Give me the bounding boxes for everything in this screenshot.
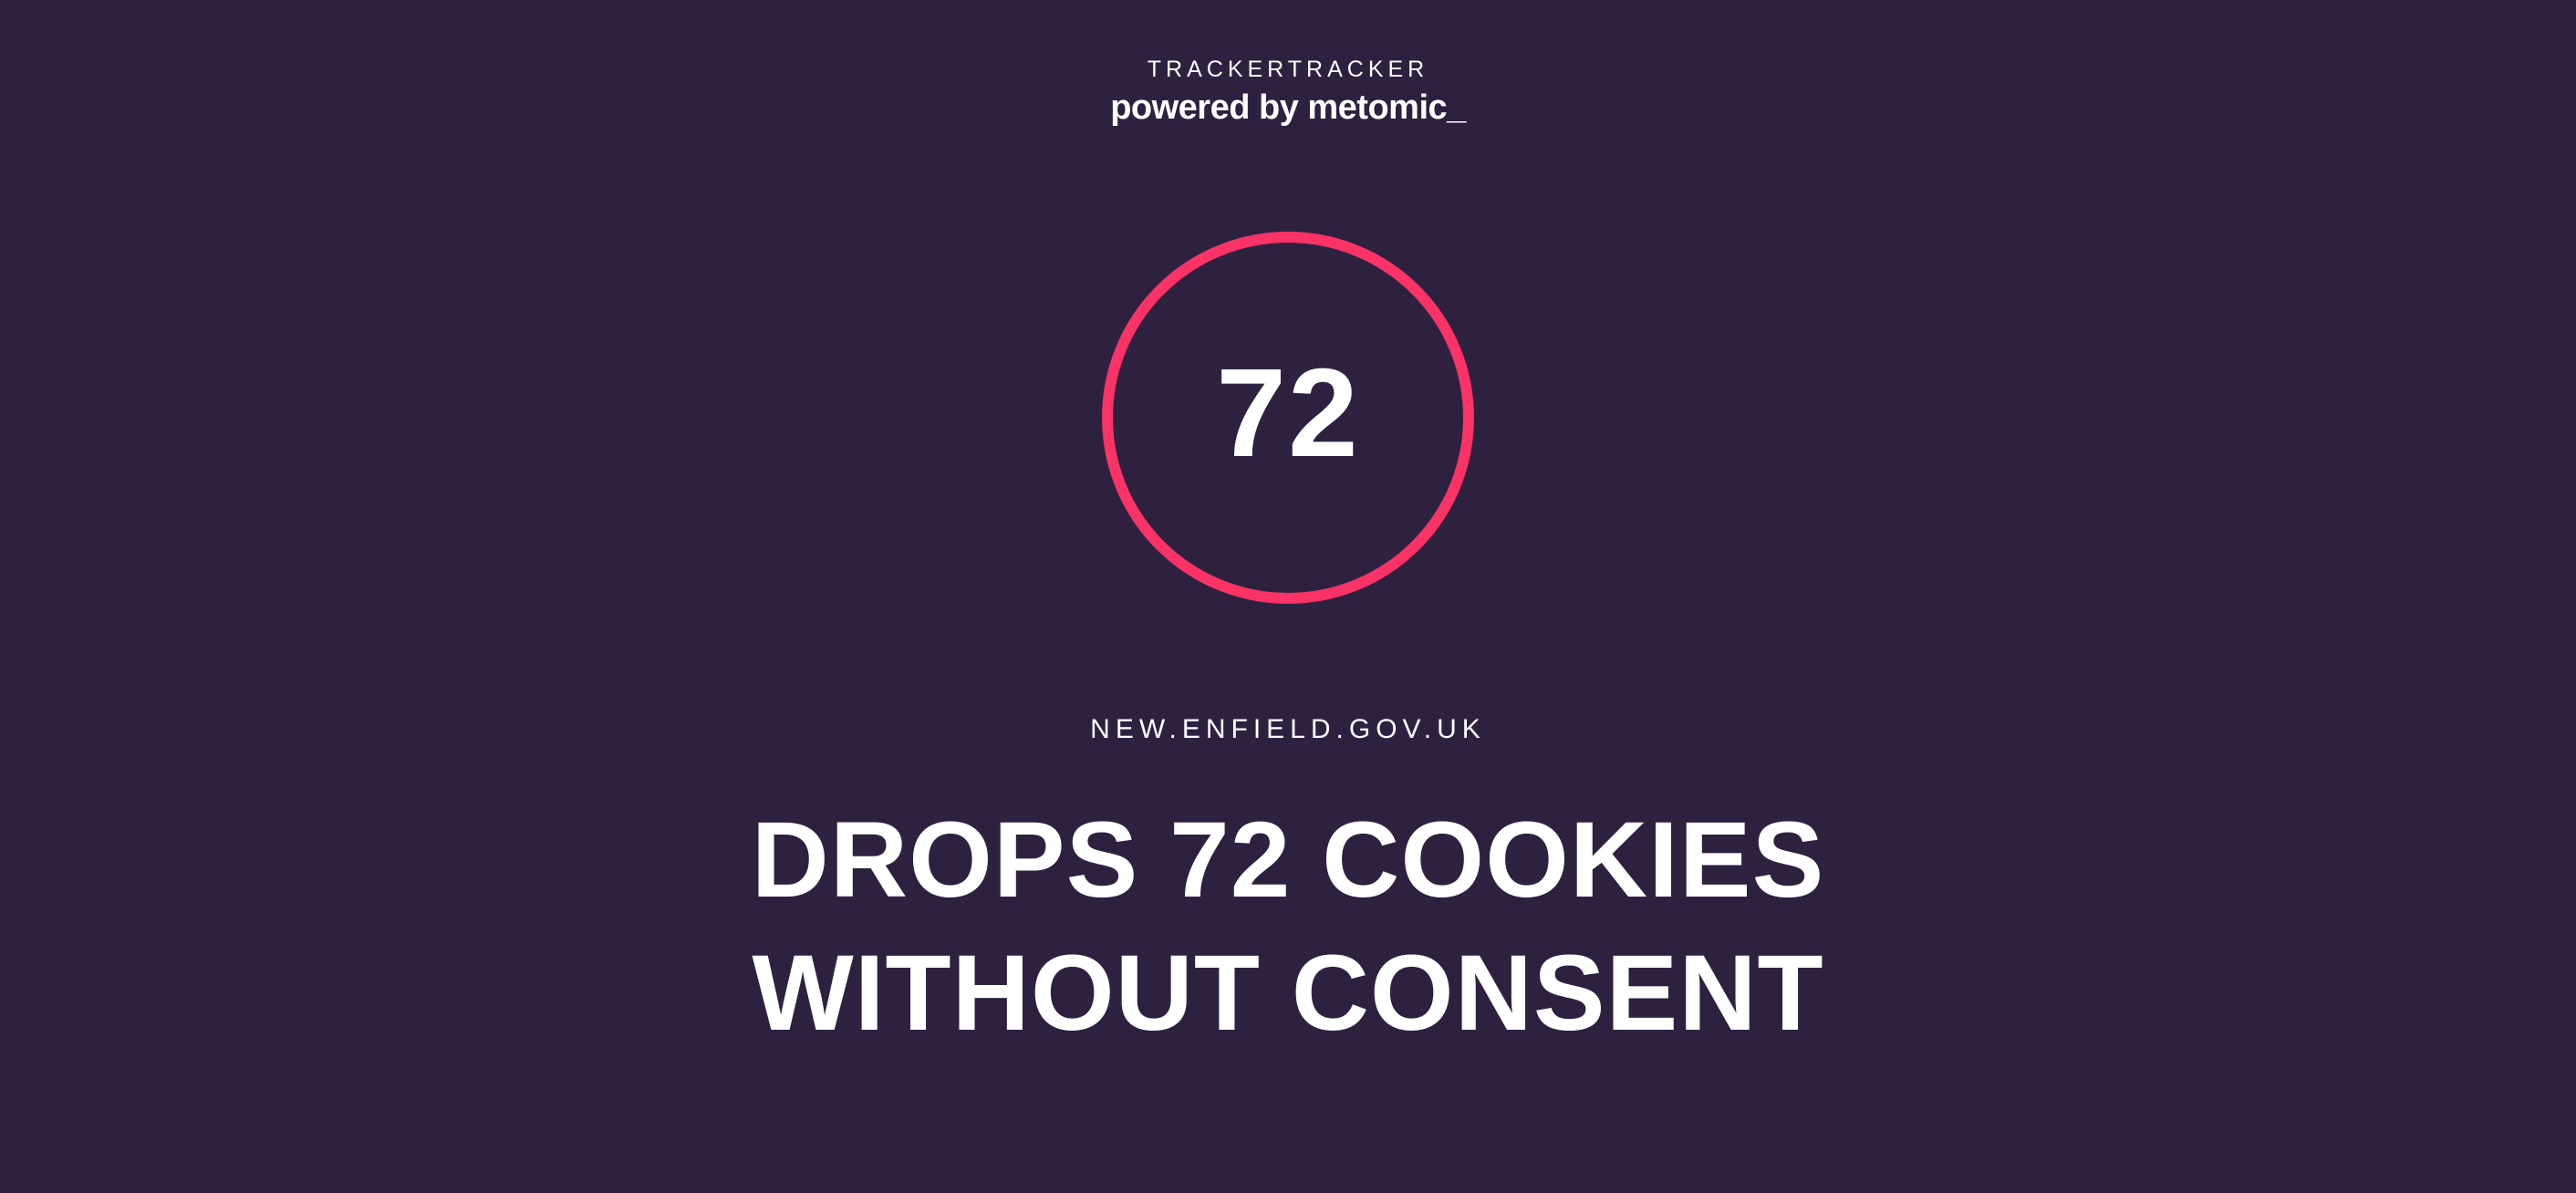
result-headline: DROPS 72 COOKIES WITHOUT CONSENT [0,794,2576,1060]
brand-name: TRACKERTRACKER [1147,57,1429,82]
powered-by-logo: powered by metomic_ [1110,88,1466,127]
headline-line-2: WITHOUT CONSENT [752,933,1824,1053]
site-domain: NEW.ENFIELD.GOV.UK [1090,714,1486,744]
cookie-count-ring: 72 [1102,232,1474,604]
headline-line-1: DROPS 72 COOKIES [751,800,1825,920]
cookie-count-value: 72 [1216,343,1360,483]
brand-header: TRACKERTRACKER powered by metomic_ [0,55,2576,128]
